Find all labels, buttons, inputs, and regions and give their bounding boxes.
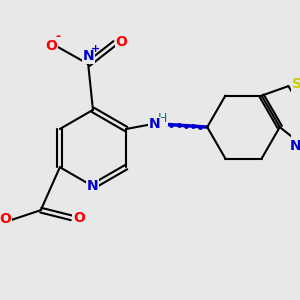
Text: N: N — [82, 50, 94, 63]
Text: O: O — [45, 39, 57, 53]
Text: H: H — [158, 112, 167, 125]
Text: N: N — [289, 139, 300, 153]
Text: O: O — [73, 211, 85, 225]
Text: O: O — [0, 212, 11, 226]
Text: -: - — [55, 30, 60, 43]
Text: N: N — [149, 117, 161, 131]
Text: S: S — [292, 77, 300, 91]
Text: N: N — [87, 179, 99, 193]
Text: +: + — [91, 44, 101, 54]
Text: O: O — [116, 35, 127, 49]
